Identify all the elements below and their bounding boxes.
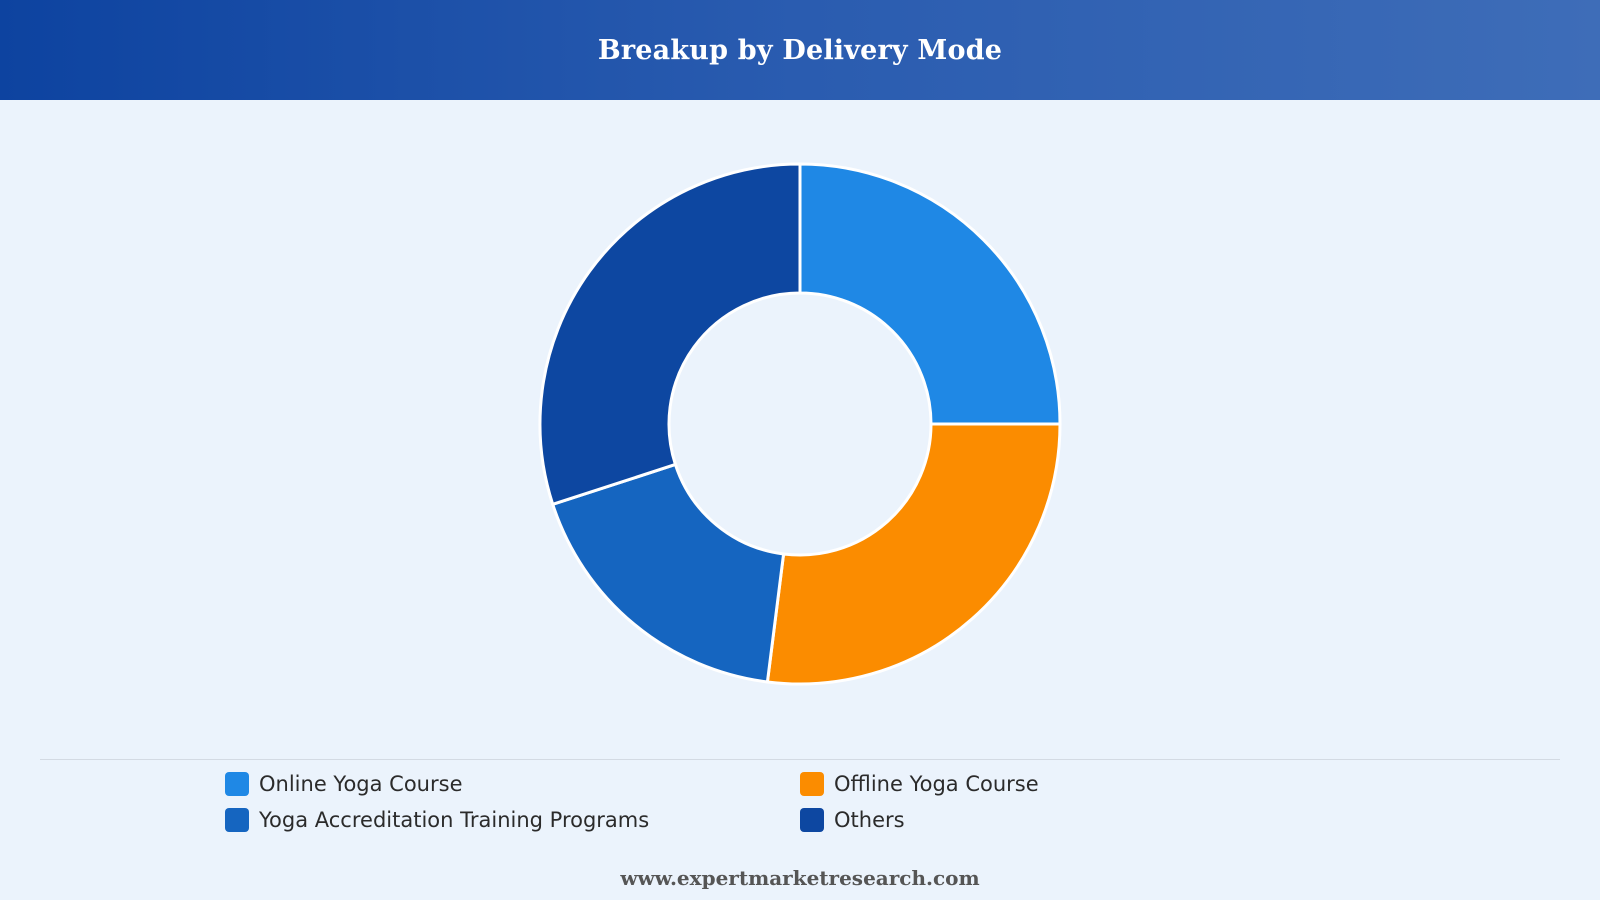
- chart-title: Breakup by Delivery Mode: [597, 34, 1003, 66]
- donut-slice-yoga-accreditation-training-programs[interactable]: [551, 462, 786, 684]
- donut-slice-online-yoga-course[interactable]: [798, 162, 1062, 426]
- donut-slice-offline-yoga-course[interactable]: [765, 422, 1062, 686]
- donut-slice-others[interactable]: [538, 162, 802, 506]
- chart-header: Breakup by Delivery Mode: [0, 0, 1600, 100]
- legend-divider: [40, 759, 1560, 760]
- footer-source-url: www.expertmarketresearch.com: [620, 866, 980, 890]
